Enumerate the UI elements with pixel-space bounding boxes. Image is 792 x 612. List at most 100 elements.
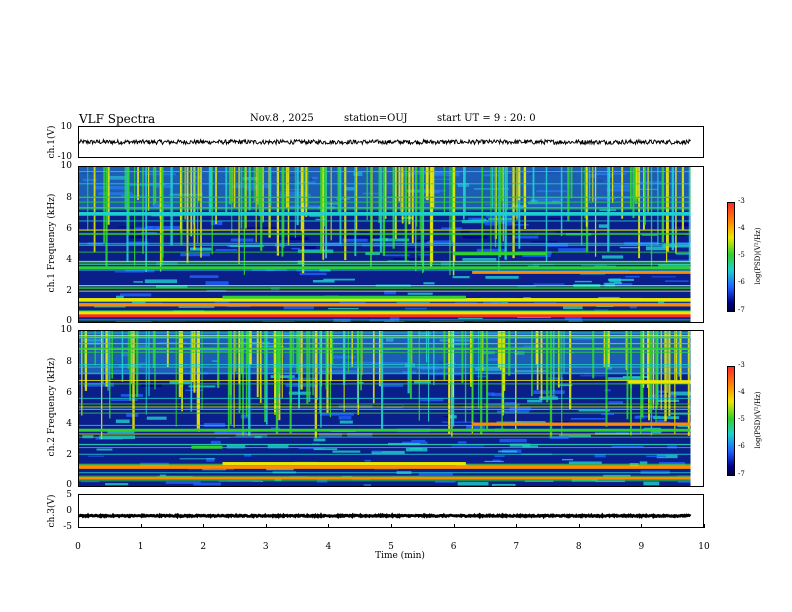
spectrogram-cell xyxy=(461,219,489,224)
spectrogram-cell xyxy=(189,275,219,278)
sferic-streak xyxy=(152,167,155,206)
station-label: station=OUJ xyxy=(344,113,408,124)
spectrogram-cell xyxy=(512,235,539,239)
sferic-streak xyxy=(190,331,193,412)
spectrogram-cell xyxy=(598,224,608,228)
ch3-ytick: 5 xyxy=(66,490,72,500)
narrowband-line xyxy=(79,269,691,271)
sferic-streak xyxy=(464,167,466,214)
spectrogram-cell xyxy=(546,217,571,220)
sferic-streak xyxy=(592,167,594,202)
spectrogram-cell xyxy=(135,225,153,230)
sferic-streak xyxy=(490,167,492,253)
spectrogram-cell xyxy=(602,283,633,286)
sferic-streak xyxy=(379,167,382,253)
spectrogram-cell xyxy=(156,261,178,266)
sferic-streak xyxy=(689,167,691,213)
narrowband-line xyxy=(79,251,691,253)
spectrogram-cell xyxy=(429,373,463,376)
x-tick-label: 8 xyxy=(575,542,582,552)
sferic-streak xyxy=(650,167,653,267)
spectrogram-cell xyxy=(629,462,639,467)
spectrogram-cell xyxy=(393,258,426,260)
sferic-streak xyxy=(506,167,509,210)
spectrogram-cell xyxy=(622,376,650,378)
spectrogram-cell xyxy=(614,281,622,285)
narrowband-line xyxy=(79,287,691,289)
narrowband-line xyxy=(79,229,691,231)
narrowband-line xyxy=(79,302,691,304)
spectrogram-cell xyxy=(267,444,289,449)
x-tick-label: 0 xyxy=(75,542,81,552)
sferic-streak xyxy=(268,167,272,206)
sferic-streak xyxy=(642,331,645,388)
sferic-streak xyxy=(451,167,454,241)
ch1-spectrogram-panel xyxy=(78,166,704,323)
x-tick-label: 9 xyxy=(638,542,645,552)
sferic-streak xyxy=(107,331,109,391)
sferic-streak xyxy=(253,167,255,202)
sferic-streak xyxy=(193,167,195,225)
sferic-streak xyxy=(325,331,328,390)
spectrogram-cell xyxy=(312,279,335,283)
spectrogram-cell xyxy=(379,383,404,387)
sferic-streak xyxy=(285,167,288,209)
sferic-streak xyxy=(258,167,262,217)
sferic-streak xyxy=(419,167,421,230)
sferic-streak xyxy=(342,331,346,386)
spectrogram-cell xyxy=(371,238,388,242)
spectrogram-cell xyxy=(564,317,582,320)
spectrogram-cell xyxy=(497,410,530,414)
sferic-streak xyxy=(532,167,535,202)
spectrogram-cell xyxy=(499,438,527,443)
sferic-streak xyxy=(611,167,614,204)
sferic-streak xyxy=(193,331,196,393)
spectrogram-cell xyxy=(420,397,444,402)
spectrogram-cell xyxy=(441,421,475,423)
spectrogram-cell xyxy=(179,458,216,460)
ch1s-ytick: 0 xyxy=(66,316,72,326)
x-tick-mark xyxy=(453,524,455,528)
emission-band xyxy=(628,380,691,384)
spectrogram-cell xyxy=(323,278,356,281)
narrowband-line xyxy=(79,480,691,482)
spectrogram-cell xyxy=(581,264,608,267)
sferic-streak xyxy=(400,167,402,213)
spectrogram-cell xyxy=(383,254,410,257)
sferic-streak xyxy=(567,167,570,222)
spectrogram-cell xyxy=(667,445,677,449)
spectrogram-cell xyxy=(111,399,138,401)
spectrogram-cell xyxy=(563,305,583,310)
narrowband-line xyxy=(79,433,691,435)
spectrogram-cell xyxy=(646,455,667,458)
spectrogram-cell xyxy=(318,433,342,437)
spectrogram-cell xyxy=(476,248,507,253)
sferic-streak xyxy=(584,167,586,219)
spectrogram-cell xyxy=(405,307,427,310)
emission-band xyxy=(79,266,691,270)
spectrogram-cell xyxy=(670,412,703,415)
spectrogram-cell xyxy=(643,481,660,486)
spectrogram-cell xyxy=(274,478,282,482)
sferic-streak xyxy=(443,167,446,214)
spectrogram-cell xyxy=(235,433,268,437)
sferic-streak xyxy=(105,167,108,269)
ch1-ytick-top: 10 xyxy=(60,122,72,132)
sferic-streak xyxy=(277,331,280,394)
sferic-streak xyxy=(121,331,124,382)
spectrogram-cell xyxy=(126,413,139,417)
sferic-streak xyxy=(211,167,213,255)
sferic-streak xyxy=(201,331,203,410)
emission-band xyxy=(79,465,691,469)
spectrogram-cell xyxy=(527,399,543,403)
sferic-streak xyxy=(452,331,454,398)
ch1-waveform-panel xyxy=(78,126,704,158)
sferic-streak xyxy=(178,331,182,398)
sferic-streak xyxy=(482,331,484,371)
narrowband-line xyxy=(79,197,691,199)
sferic-streak xyxy=(401,167,404,224)
spectrogram-cell xyxy=(485,275,519,279)
narrowband-line xyxy=(79,183,691,185)
spectrogram-cell xyxy=(491,392,503,397)
x-tick-label: 3 xyxy=(262,542,269,552)
